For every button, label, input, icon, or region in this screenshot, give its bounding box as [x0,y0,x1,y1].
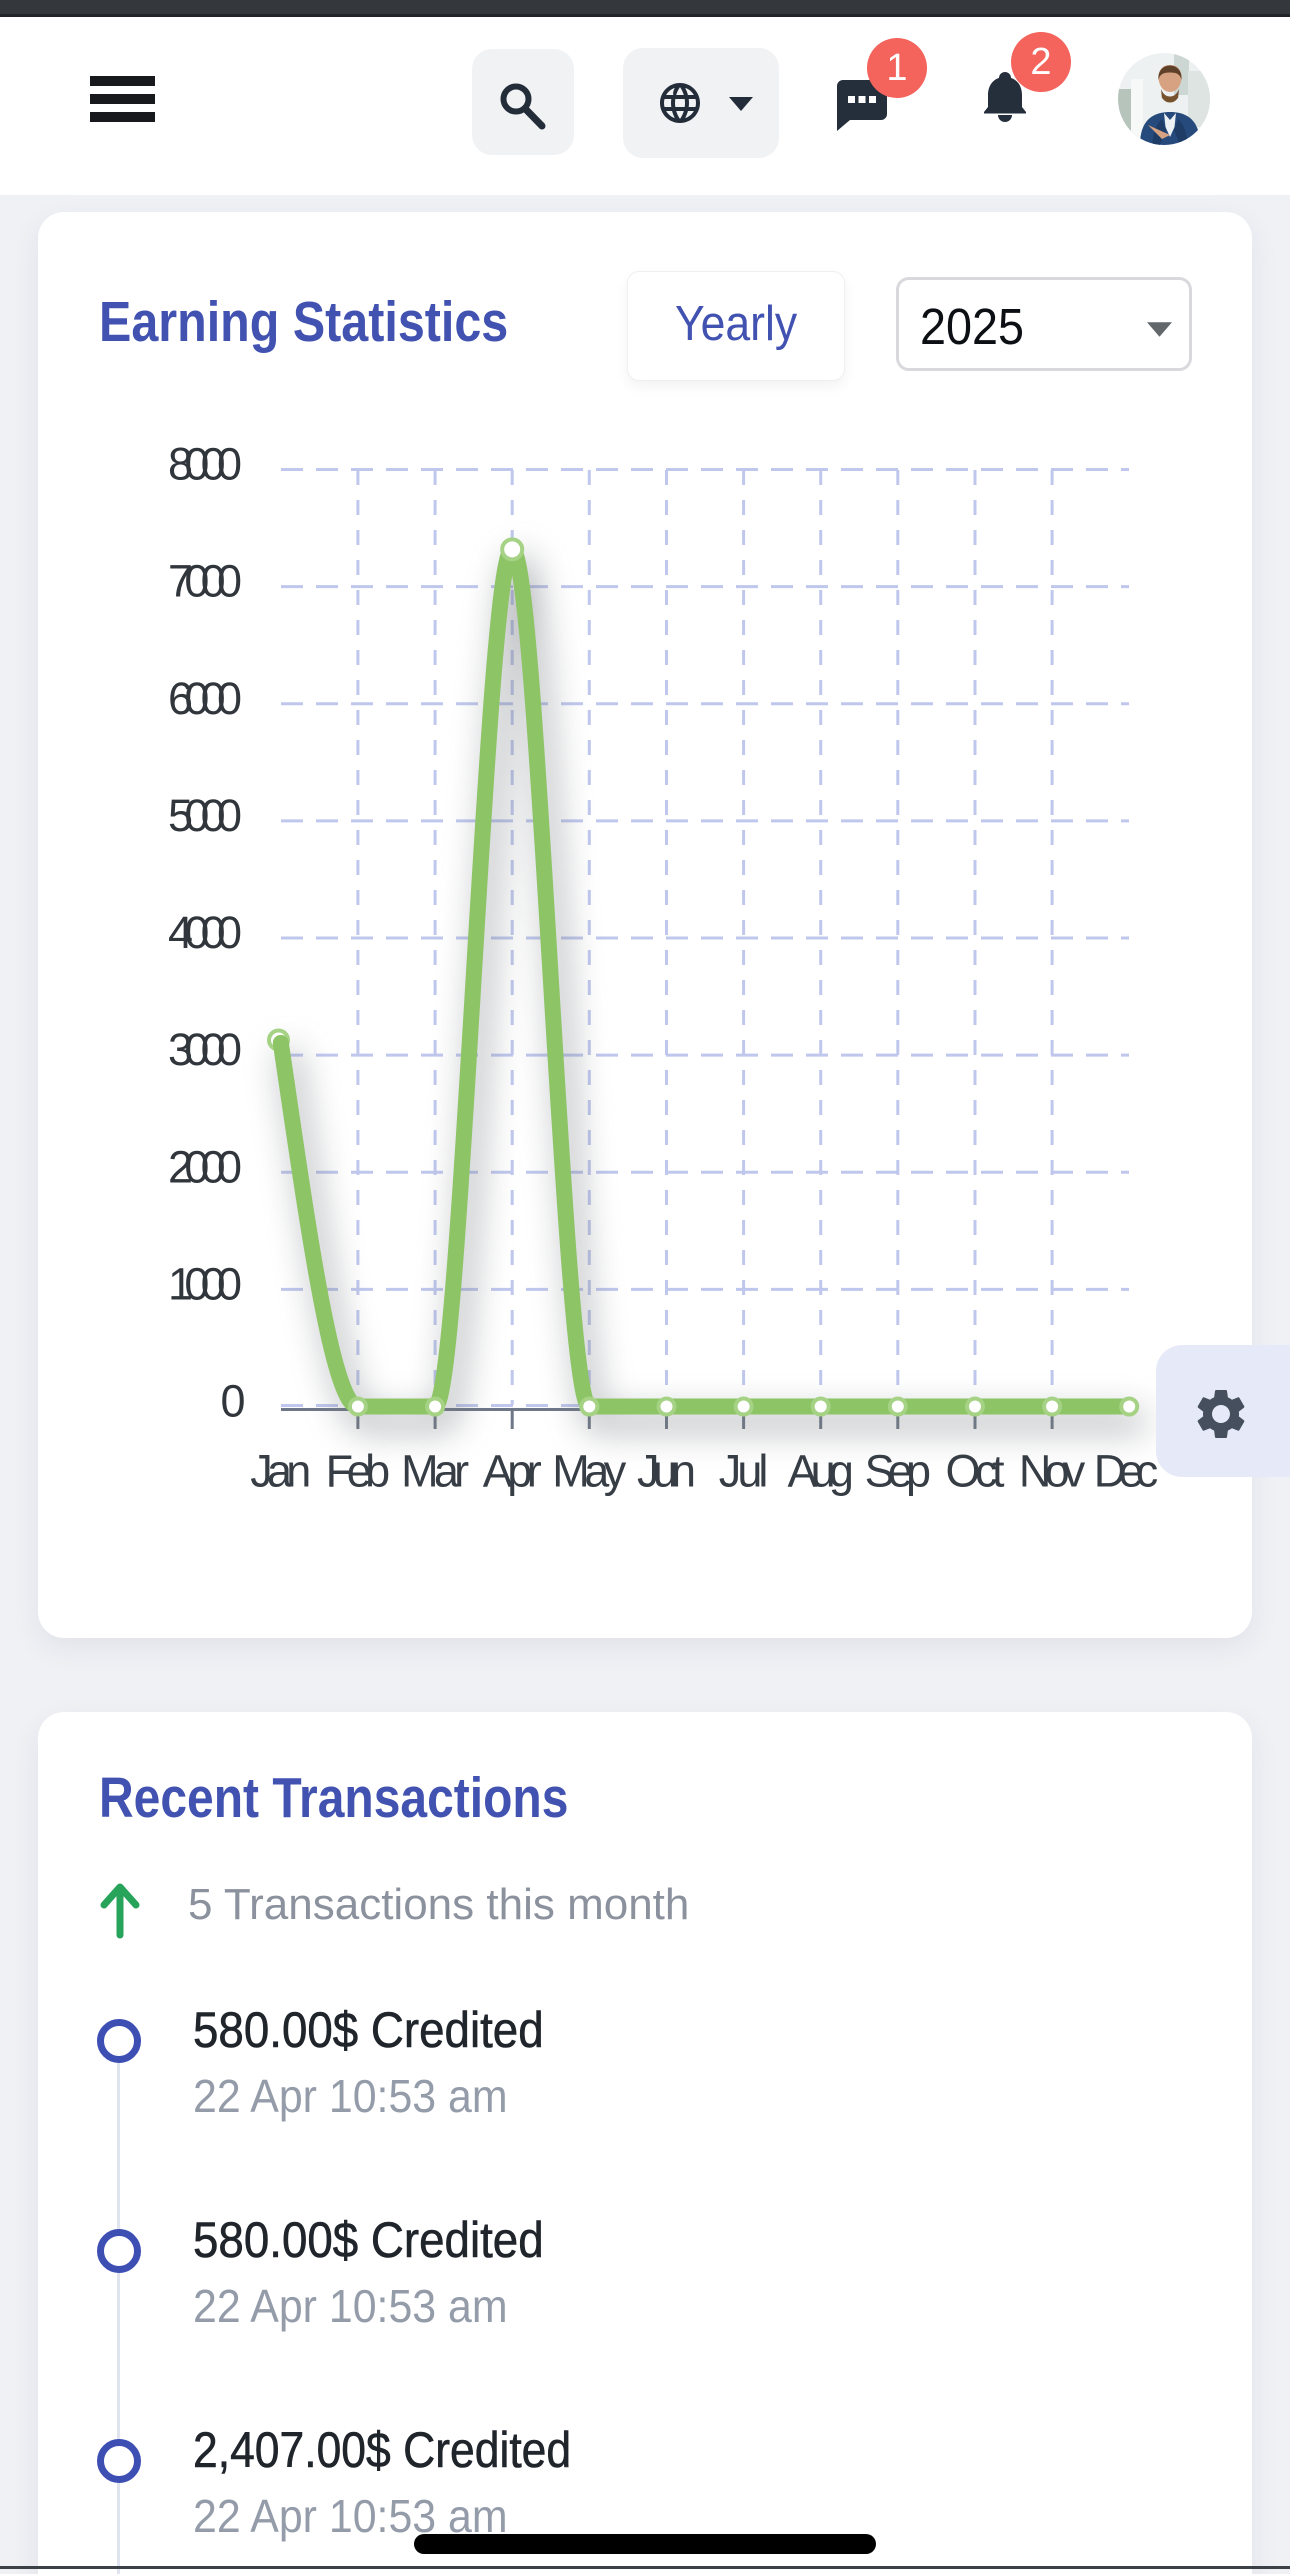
svg-text:7000: 7000 [168,556,242,607]
svg-text:4000: 4000 [168,907,242,958]
svg-text:Dec: Dec [1094,1446,1159,1497]
svg-text:3000: 3000 [168,1024,242,1075]
svg-text:2000: 2000 [168,1141,242,1192]
svg-text:1000: 1000 [168,1258,242,1309]
svg-text:Jan: Jan [250,1446,311,1497]
svg-text:Jun: Jun [637,1446,696,1497]
svg-text:5000: 5000 [168,790,242,841]
svg-text:Aug: Aug [788,1446,854,1497]
svg-text:Nov: Nov [1019,1446,1086,1497]
svg-text:0: 0 [220,1376,245,1427]
svg-text:Mar: Mar [401,1446,469,1497]
svg-text:Apr: Apr [483,1446,542,1497]
svg-text:Oct: Oct [946,1446,1005,1497]
svg-text:Jul: Jul [719,1446,769,1497]
svg-text:8000: 8000 [168,439,242,490]
svg-text:Feb: Feb [326,1446,391,1497]
svg-text:6000: 6000 [168,673,242,724]
svg-text:May: May [552,1446,627,1497]
svg-text:Sep: Sep [865,1446,931,1497]
